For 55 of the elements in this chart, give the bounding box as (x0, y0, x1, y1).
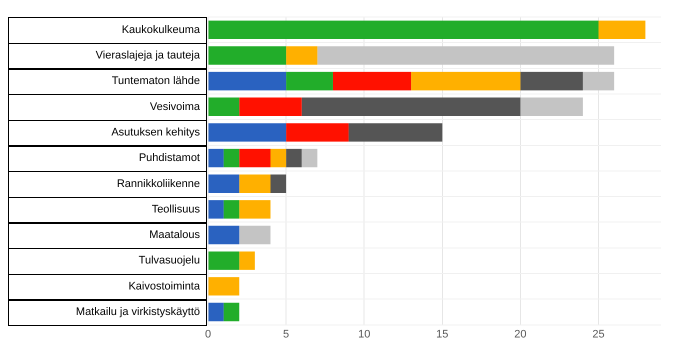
bar (411, 72, 520, 90)
x-tick-label: 10 (358, 328, 370, 340)
bar (239, 148, 270, 168)
bar (208, 72, 286, 90)
y-tick-label: Tulvasuojelu (138, 254, 200, 267)
bar (224, 148, 240, 168)
bar (270, 148, 286, 168)
bar (302, 98, 520, 116)
x-tick-label: 5 (283, 328, 290, 340)
bar (239, 174, 270, 193)
bar (520, 72, 583, 90)
y-tick-label: Matkailu ja virkistyskäyttö (76, 306, 200, 318)
y-tick-label: Vieraslajeja ja tauteja (96, 50, 201, 62)
y-tick-label: Rannikkoliikenne (116, 178, 200, 190)
bar (208, 200, 224, 219)
bar (239, 98, 302, 116)
bar (239, 226, 270, 244)
y-tick-label: Teollisuus (152, 203, 200, 216)
y-tick-label: Kaivostoiminta (128, 280, 201, 292)
bar (239, 200, 270, 219)
bar (286, 148, 302, 168)
bar (208, 277, 240, 296)
bar (582, 72, 614, 90)
x-tick-label: 25 (592, 328, 605, 340)
y-tick-label: Puhdistamot (138, 152, 200, 164)
bar (598, 20, 646, 40)
bar (208, 251, 240, 270)
bar (208, 302, 224, 322)
bar (208, 20, 599, 40)
x-tick-label: 15 (436, 328, 448, 340)
bar (520, 98, 583, 116)
bar (208, 226, 240, 244)
y-tick-label: Kaukokulkeuma (122, 24, 201, 36)
bar (302, 148, 318, 168)
x-tick-label: 20 (514, 328, 527, 340)
bar (239, 251, 255, 270)
bar (208, 98, 240, 116)
bar (208, 46, 286, 65)
y-tick-label: Maatalous (149, 229, 200, 242)
bar (270, 174, 286, 193)
bar (224, 302, 240, 322)
bar (286, 46, 318, 65)
x-tick-label: 0 (204, 328, 212, 340)
bar (286, 72, 333, 90)
bar (224, 200, 240, 219)
y-tick-label: Vesivoima (150, 100, 201, 113)
bar (208, 148, 224, 168)
bar (317, 46, 614, 65)
bar (208, 174, 240, 193)
bar (208, 123, 286, 142)
bar (348, 123, 442, 142)
bar (332, 72, 412, 90)
bar (286, 123, 349, 142)
y-tick-label: Tuntematon lähde (112, 75, 200, 88)
y-tick-label: Asutuksen kehitys (111, 126, 200, 138)
